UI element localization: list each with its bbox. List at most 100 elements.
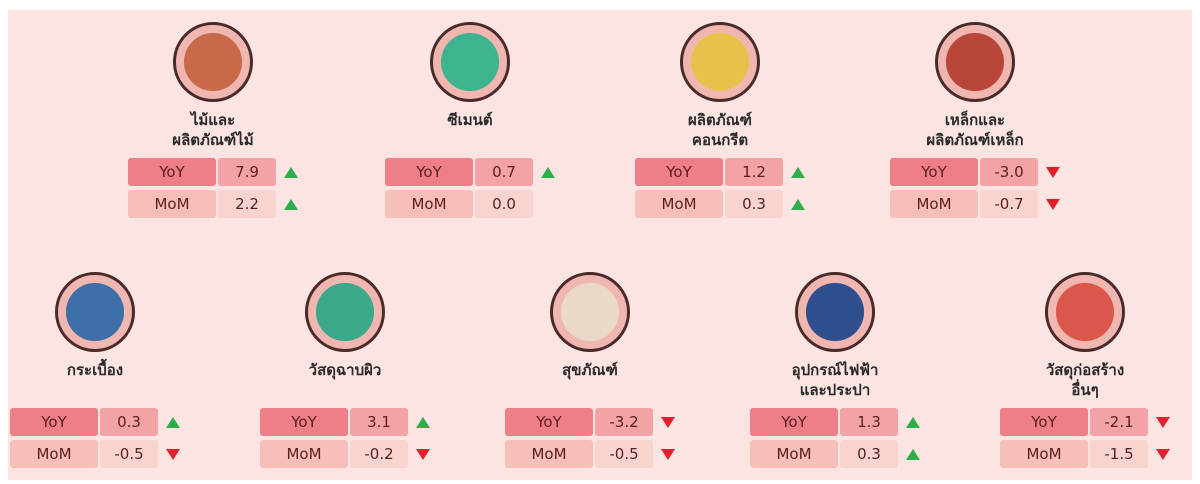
category-icon [55,272,135,352]
row-label: MoM [260,440,348,468]
value: -3.0 [980,158,1038,186]
category-card: อุปกรณ์ไฟฟ้า และประปา YoY 1.3 MoM 0.3 [750,272,920,472]
category-card: วัสดุฉาบผิว YoY 3.1 MoM -0.2 [260,272,430,472]
category-card: ผลิตภัณฑ์ คอนกรีต YoY 1.2 MoM 0.3 [635,22,805,222]
label-line: คอนกรีต [691,131,749,149]
up-arrow [541,166,555,178]
category-card: ไม้และ ผลิตภัณฑ์ไม้ YoY 7.9 MoM 2.2 [128,22,298,222]
up-arrow [791,198,805,210]
label-line: ไม้และ [190,111,236,129]
row-label: MoM [1000,440,1088,468]
row-label: YoY [505,408,593,436]
value: 3.1 [350,408,408,436]
value: -0.7 [980,190,1038,218]
label-line: ซีเมนต์ [447,111,493,129]
mom-row: MoM 0.3 [635,190,805,218]
category-label: เหล็กและ ผลิตภัณฑ์เหล็ก [890,110,1060,158]
category-icon [1045,272,1125,352]
down-arrow [1156,448,1170,460]
mom-row: MoM -0.5 [10,440,180,468]
value: 0.0 [475,190,533,218]
mom-row: MoM 0.0 [385,190,555,218]
label-line: สุขภัณฑ์ [562,361,618,379]
category-label: วัสดุฉาบผิว [260,360,430,408]
value: -1.5 [1090,440,1148,468]
yoy-row: YoY -3.2 [505,408,675,436]
value: 7.9 [218,158,276,186]
label-line: เหล็กและ [944,111,1006,129]
row-label: MoM [505,440,593,468]
category-label: วัสดุก่อสร้างอื่นๆ [1000,360,1170,408]
yoy-row: YoY -2.1 [1000,408,1170,436]
value: -0.5 [595,440,653,468]
category-label: ผลิตภัณฑ์คอนกรีต [635,110,805,158]
infographic: ไม้และ ผลิตภัณฑ์ไม้ YoY 7.9 MoM 2.2 ซีเมนต์ YoY… [8,10,1192,480]
category-card: เหล็กและ ผลิตภัณฑ์เหล็ก YoY -3.0 MoM -0.7 [890,22,1060,222]
value: 2.2 [218,190,276,218]
row-label: MoM [128,190,216,218]
up-arrow [906,448,920,460]
down-arrow [416,448,430,460]
mom-row: MoM 0.3 [750,440,920,468]
row-label: MoM [750,440,838,468]
category-card: ซีเมนต์ YoY 0.7 MoM 0.0 [385,22,555,222]
row-label: YoY [635,158,723,186]
label-line: อื่นๆ [1071,381,1099,399]
down-arrow [1156,416,1170,428]
down-arrow [661,416,675,428]
value: -0.5 [100,440,158,468]
up-arrow [284,198,298,210]
category-label: อุปกรณ์ไฟฟ้าและประปา [750,360,920,408]
value: 0.3 [840,440,898,468]
yoy-row: YoY 3.1 [260,408,430,436]
row-label: YoY [260,408,348,436]
label-line: ผลิตภัณฑ์ [688,111,752,129]
category-card: กระเบื้อง YoY 0.3 MoM -0.5 [10,272,180,472]
yoy-row: YoY 1.3 [750,408,920,436]
up-arrow [416,416,430,428]
yoy-row: YoY 0.3 [10,408,180,436]
yoy-row: YoY 1.2 [635,158,805,186]
value: 0.3 [725,190,783,218]
up-arrow [166,416,180,428]
category-icon [550,272,630,352]
mom-row: MoM -0.2 [260,440,430,468]
value: 1.2 [725,158,783,186]
category-icon [430,22,510,102]
category-card: สุขภัณฑ์ YoY -3.2 MoM -0.5 [505,272,675,472]
down-arrow [166,448,180,460]
value: 0.7 [475,158,533,186]
mom-row: MoM -0.5 [505,440,675,468]
mom-row: MoM -1.5 [1000,440,1170,468]
row-label: YoY [10,408,98,436]
category-label: ซีเมนต์ [385,110,555,158]
value: -3.2 [595,408,653,436]
row-label: MoM [890,190,978,218]
row-label: MoM [385,190,473,218]
category-label: กระเบื้อง [10,360,180,408]
mom-row: MoM -0.7 [890,190,1060,218]
mom-row: MoM 2.2 [128,190,298,218]
label-line: วัสดุฉาบผิว [308,361,382,379]
category-icon [680,22,760,102]
down-arrow [1046,166,1060,178]
yoy-row: YoY 0.7 [385,158,555,186]
row-label: MoM [10,440,98,468]
category-icon [795,272,875,352]
category-icon [173,22,253,102]
yoy-row: YoY 7.9 [128,158,298,186]
label-line: ผลิตภัณฑ์ไม้ [172,131,254,149]
label-line: อุปกรณ์ไฟฟ้า [791,361,879,379]
category-icon [935,22,1015,102]
category-icon [305,272,385,352]
up-arrow [284,166,298,178]
category-card: วัสดุก่อสร้าง อื่นๆ YoY -2.1 MoM -1.5 [1000,272,1170,472]
row-label: YoY [1000,408,1088,436]
row-label: YoY [128,158,216,186]
label-line: วัสดุก่อสร้าง [1045,361,1125,379]
category-label: สุขภัณฑ์ [505,360,675,408]
row-label: YoY [750,408,838,436]
value: 0.3 [100,408,158,436]
label-line: และประปา [799,381,871,399]
row-label: YoY [890,158,978,186]
